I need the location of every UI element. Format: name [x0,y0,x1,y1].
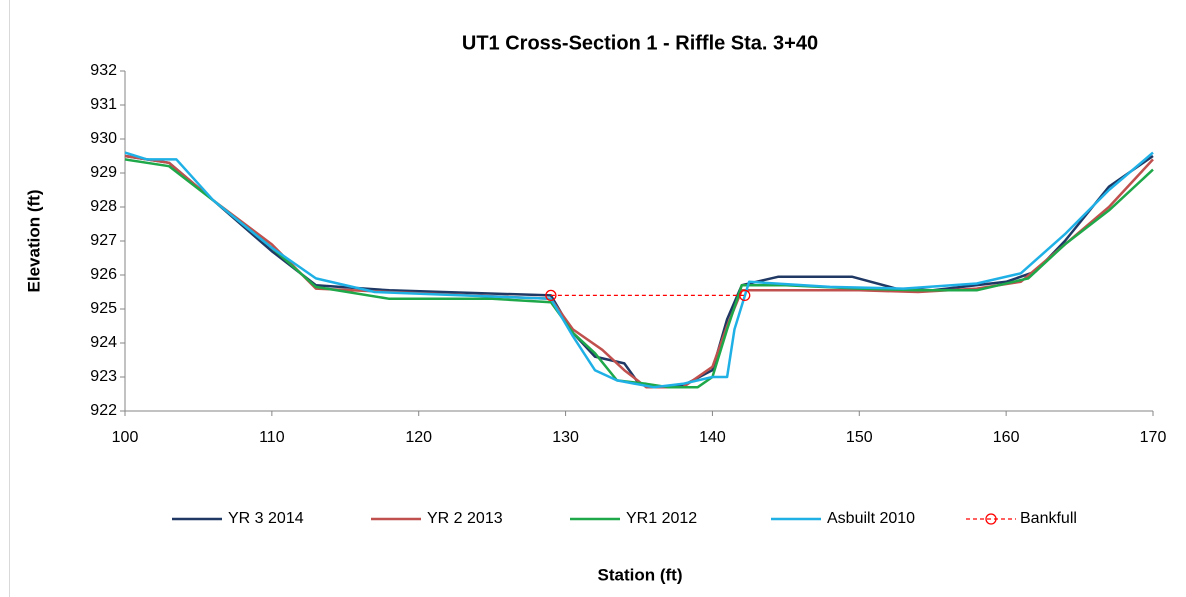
y-tick-label: 927 [90,232,117,249]
y-tick-label: 932 [90,62,117,79]
x-tick-label: 140 [699,429,726,446]
x-tick-label: 120 [405,429,432,446]
y-tick-label: 931 [90,96,117,113]
x-tick-label: 170 [1140,429,1167,446]
y-tick-label: 930 [90,130,117,147]
y-tick-label: 926 [90,266,117,283]
y-tick-label: 925 [90,300,117,317]
x-axis-title: Station (ft) [598,565,683,584]
x-tick-label: 110 [259,429,285,446]
y-axis-title: Elevation (ft) [24,190,43,293]
legend-label: YR 3 2014 [228,510,304,527]
legend-label: Bankfull [1020,510,1077,527]
point-marker [545,289,557,302]
y-tick-label: 923 [90,368,117,385]
y-tick-label: 924 [90,334,117,351]
point-marker [739,289,751,302]
legend-label: YR 2 2013 [427,510,503,527]
y-tick-label: 922 [90,402,117,419]
series-line [124,158,1154,389]
chart-title: UT1 Cross-Section 1 - Riffle Sta. 3+40 [462,32,818,54]
legend-marker [985,513,997,525]
series-line [124,151,1154,389]
y-tick-label: 929 [90,164,117,181]
chart-frame [9,0,10,597]
series-line [124,154,1154,389]
x-tick-label: 130 [552,429,579,446]
legend-label: YR1 2012 [626,510,697,527]
x-tick-label: 150 [846,429,873,446]
x-tick-label: 100 [112,429,139,446]
legend-label: Asbuilt 2010 [827,510,915,527]
series-line [124,154,1154,389]
y-tick-label: 928 [90,198,117,215]
x-tick-label: 160 [993,429,1020,446]
